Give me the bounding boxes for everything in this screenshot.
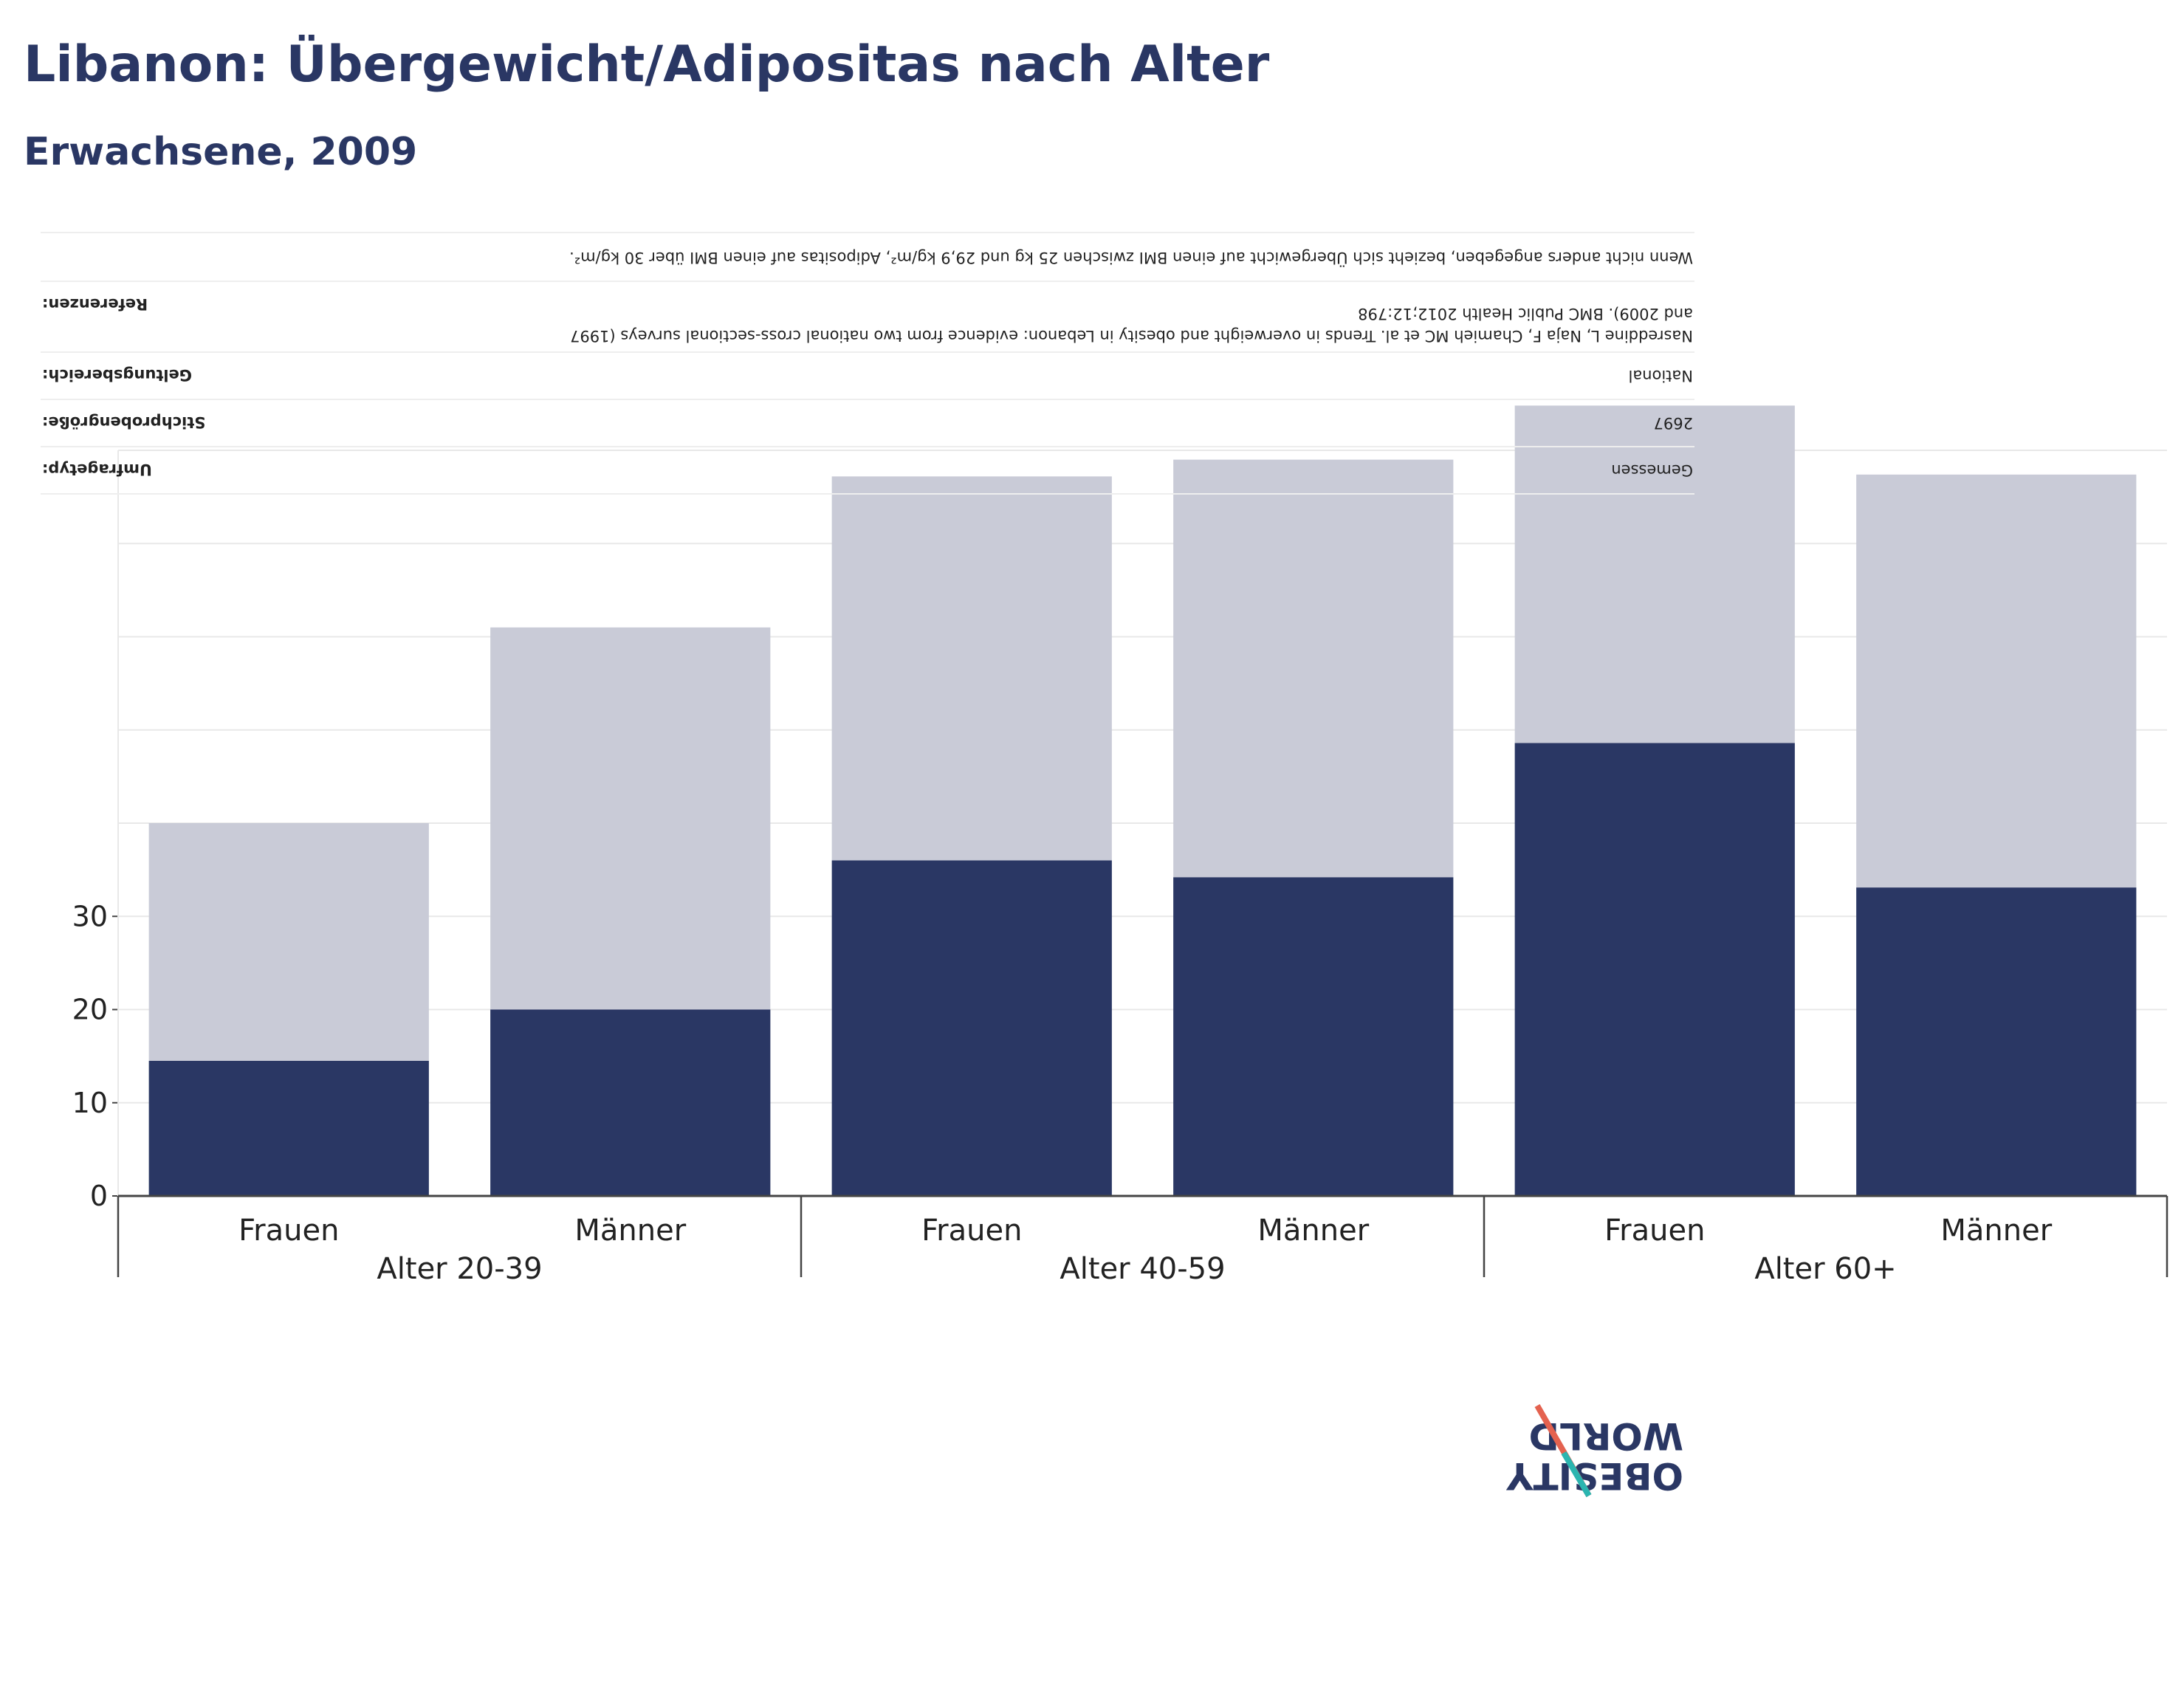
y-tick-label: 10 — [72, 1087, 108, 1119]
bar-overweight — [490, 627, 771, 1010]
meta-value: Nasreddine L, Naja F, Chamieh MC et al. … — [569, 305, 1693, 345]
meta-row-references: Referenzen: Nasreddine L, Naja F, Chamie… — [41, 281, 1694, 353]
bar-overweight — [148, 823, 429, 1061]
bar-obesity — [1173, 877, 1454, 1196]
meta-label: Stichprobengröße: — [42, 413, 206, 431]
bar-obesity — [831, 860, 1112, 1196]
x-tick-label: Männer — [1940, 1214, 2052, 1248]
metadata-table: Umfragetyp: Gemessen Stichprobengröße: 2… — [41, 232, 1694, 495]
bar-overweight — [831, 476, 1112, 861]
bar-overweight — [1856, 474, 2137, 888]
bar-overweight — [1173, 459, 1454, 878]
meta-label: Umfragetyp: — [42, 461, 153, 478]
chart-subtitle: Erwachsene, 2009 — [24, 130, 418, 174]
y-tick-label: 0 — [90, 1180, 108, 1212]
meta-row-note: Wenn nicht anders angegeben, bezieht sic… — [41, 232, 1694, 282]
meta-row-sample-size: Stichprobengröße: 2697 — [41, 399, 1694, 447]
meta-value: 2697 — [1653, 414, 1693, 432]
obesity-world-logo: OBESITY WORLD — [1506, 1404, 1683, 1498]
x-tick-label: Männer — [1257, 1214, 1369, 1248]
group-label: Alter 40-59 — [1060, 1252, 1225, 1286]
x-tick-label: Frauen — [921, 1214, 1022, 1248]
y-tick-label: 20 — [72, 994, 108, 1026]
logo-slash-teal — [1561, 1451, 1592, 1498]
y-tick-label: 30 — [72, 900, 108, 932]
x-tick-label: Männer — [574, 1214, 686, 1248]
meta-note: Wenn nicht anders angegeben, bezieht sic… — [569, 249, 1693, 267]
meta-value: Gemessen — [1611, 461, 1693, 479]
x-tick-label: Frauen — [238, 1214, 339, 1248]
group-label: Alter 20-39 — [377, 1252, 542, 1286]
group-label: Alter 60+ — [1754, 1252, 1896, 1286]
bar-obesity — [1514, 743, 1795, 1196]
bar-obesity — [1856, 887, 2137, 1196]
meta-label: Geltungsbereich: — [42, 366, 193, 384]
chart-title: Libanon: Übergewicht/Adipositas nach Alt… — [24, 35, 1270, 94]
bar-overweight — [1514, 405, 1795, 743]
meta-row-survey-type: Umfragetyp: Gemessen — [41, 446, 1694, 495]
meta-value: National — [1628, 367, 1693, 385]
bar-obesity — [148, 1060, 429, 1196]
meta-row-scope: Geltungsbereich: National — [41, 351, 1694, 400]
x-tick-label: Frauen — [1604, 1214, 1705, 1248]
logo-text-line1: OBESITY — [1506, 1454, 1683, 1497]
bar-obesity — [490, 1009, 771, 1196]
meta-label: Referenzen: — [42, 295, 148, 313]
